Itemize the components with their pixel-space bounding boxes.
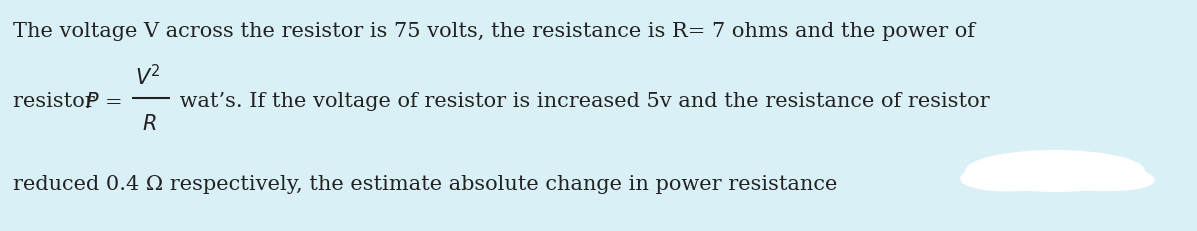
Text: resistor: resistor [13, 92, 108, 111]
Ellipse shape [976, 153, 1135, 183]
Text: $\mathit{V}^2$: $\mathit{V}^2$ [135, 64, 160, 89]
Ellipse shape [965, 150, 1146, 192]
Text: reduced 0.4 Ω respectively, the estimate absolute change in power resistance: reduced 0.4 Ω respectively, the estimate… [13, 175, 838, 194]
Text: $\mathit{R}$: $\mathit{R}$ [142, 113, 157, 134]
Ellipse shape [1005, 157, 1155, 191]
Ellipse shape [960, 155, 1100, 192]
Text: wat’s. If the voltage of resistor is increased 5v and the resistance of resistor: wat’s. If the voltage of resistor is inc… [174, 92, 990, 111]
Text: $\mathit{P}$ =: $\mathit{P}$ = [85, 92, 122, 112]
Text: The voltage V across the resistor is 75 volts, the resistance is R= 7 ohms and t: The voltage V across the resistor is 75 … [13, 22, 976, 41]
